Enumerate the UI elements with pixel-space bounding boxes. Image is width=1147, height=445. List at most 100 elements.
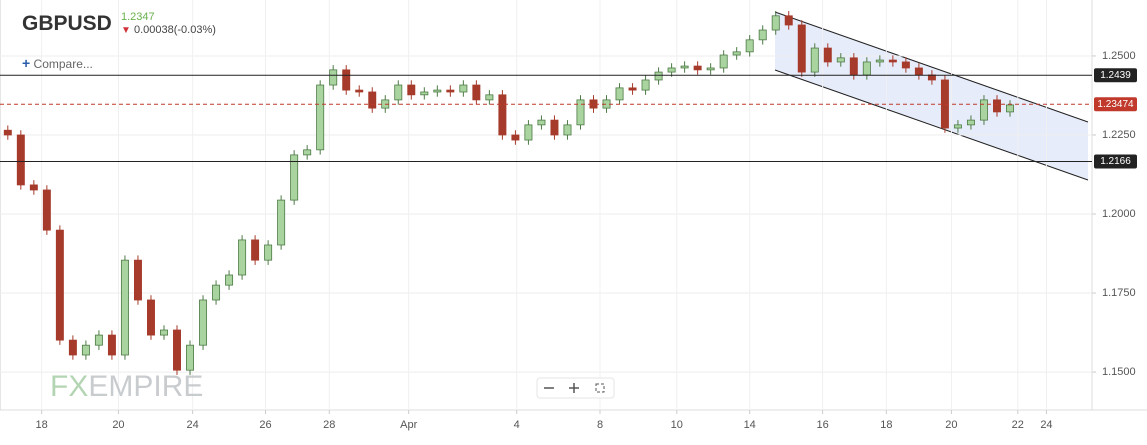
candle-body (537, 119, 546, 126)
x-tick-label: 14 (744, 419, 756, 431)
candle-body (511, 134, 520, 141)
candle-body (173, 329, 181, 371)
candle-body (797, 24, 806, 73)
price-tag-label: 1.2439 (1100, 70, 1131, 81)
candle-body (29, 184, 38, 191)
candle-body (667, 67, 676, 73)
candle-body (654, 71, 663, 81)
candle-body (862, 61, 871, 76)
candle-body (199, 299, 208, 346)
candle-body (706, 67, 715, 71)
candle-body (68, 339, 77, 356)
candle-body (342, 69, 351, 91)
change-row: ▼ 0.00038(-0.03%) (121, 24, 216, 36)
candle-body (212, 284, 221, 301)
zoom-controls (536, 377, 615, 399)
candle-body (849, 57, 858, 76)
candle-body (836, 57, 845, 63)
x-tick-label: 8 (597, 419, 603, 431)
candle-body (407, 84, 416, 96)
x-tick-label: Apr (400, 419, 417, 431)
price-tag (1094, 97, 1137, 112)
candle-body (901, 61, 910, 69)
last-price: 1.2347 (121, 11, 155, 23)
y-tick-label: 1.2500 (1102, 50, 1136, 62)
candle-body (264, 244, 273, 261)
price-tag (1094, 154, 1137, 169)
channel-fill (775, 12, 1088, 180)
candle-body (628, 87, 637, 91)
candle-body (550, 119, 559, 136)
candle-body (147, 299, 155, 336)
candle-body (94, 334, 103, 346)
candle-body (966, 119, 975, 126)
x-tick-label: 4 (514, 419, 520, 431)
candle-body (81, 344, 90, 356)
price-tag (1094, 68, 1137, 83)
candle-body (133, 259, 142, 301)
candle-body (810, 47, 819, 73)
channel-line (774, 11, 1089, 123)
candle-body (771, 15, 780, 31)
x-tick-label: 24 (1040, 419, 1052, 431)
plus-icon: + (22, 55, 31, 71)
candle-body (693, 65, 702, 71)
candle-body (251, 239, 260, 261)
candle-body (433, 89, 442, 93)
candle-body (576, 99, 585, 126)
candle-body (420, 91, 429, 96)
fit-button[interactable] (595, 383, 605, 393)
candle-body (784, 15, 793, 26)
candle-body (823, 47, 832, 63)
watermark-empire: EMPIRE (88, 370, 203, 403)
candle-body (355, 89, 364, 93)
watermark: FXEMPIRE (50, 370, 203, 403)
candle-body (953, 124, 962, 129)
grid (0, 0, 1092, 410)
candle-body (186, 344, 195, 371)
candle-body (120, 259, 129, 356)
symbol: GBPUSD (22, 12, 112, 35)
candle-body (394, 84, 403, 101)
down-arrow: ▼ (121, 25, 131, 36)
candle-body (329, 69, 338, 86)
y-tick-label: 1.1750 (1102, 287, 1136, 299)
candle-body (459, 84, 468, 93)
x-tick-label: 20 (945, 419, 957, 431)
candle-body (993, 99, 1001, 113)
x-tick-label: 28 (323, 419, 335, 431)
candle-body (368, 91, 377, 109)
price-tag-label: 1.23474 (1097, 99, 1134, 110)
compare-button[interactable]: + Compare... (22, 55, 93, 71)
candle-body (472, 84, 481, 101)
y-tick-label: 1.1500 (1102, 366, 1136, 378)
candle-body (303, 149, 312, 156)
candle-body (875, 59, 884, 63)
candle-body (914, 67, 923, 76)
candle-body (641, 79, 650, 91)
x-tick-label: 10 (671, 419, 683, 431)
candle-body (316, 84, 325, 151)
compare-label[interactable]: Compare... (33, 57, 93, 71)
candle-body (563, 124, 572, 136)
x-tick-label: 22 (1012, 419, 1024, 431)
x-tick-label: 16 (816, 419, 828, 431)
candle-body (485, 94, 494, 101)
change: 0.00038(-0.03%) (133, 24, 216, 36)
candle-body (3, 129, 12, 136)
candle-body (758, 29, 767, 41)
candle-body (290, 154, 299, 201)
candle-body (160, 329, 168, 336)
candle-body (107, 334, 116, 356)
candle-body (979, 99, 988, 121)
price-tag-label: 1.2166 (1100, 156, 1131, 167)
x-tick-label: 24 (187, 419, 199, 431)
candle-body (615, 87, 624, 101)
candle-body (680, 65, 689, 69)
x-tick-label: 20 (112, 419, 124, 431)
candle-body (1006, 104, 1014, 113)
x-tick-label: 26 (259, 419, 271, 431)
